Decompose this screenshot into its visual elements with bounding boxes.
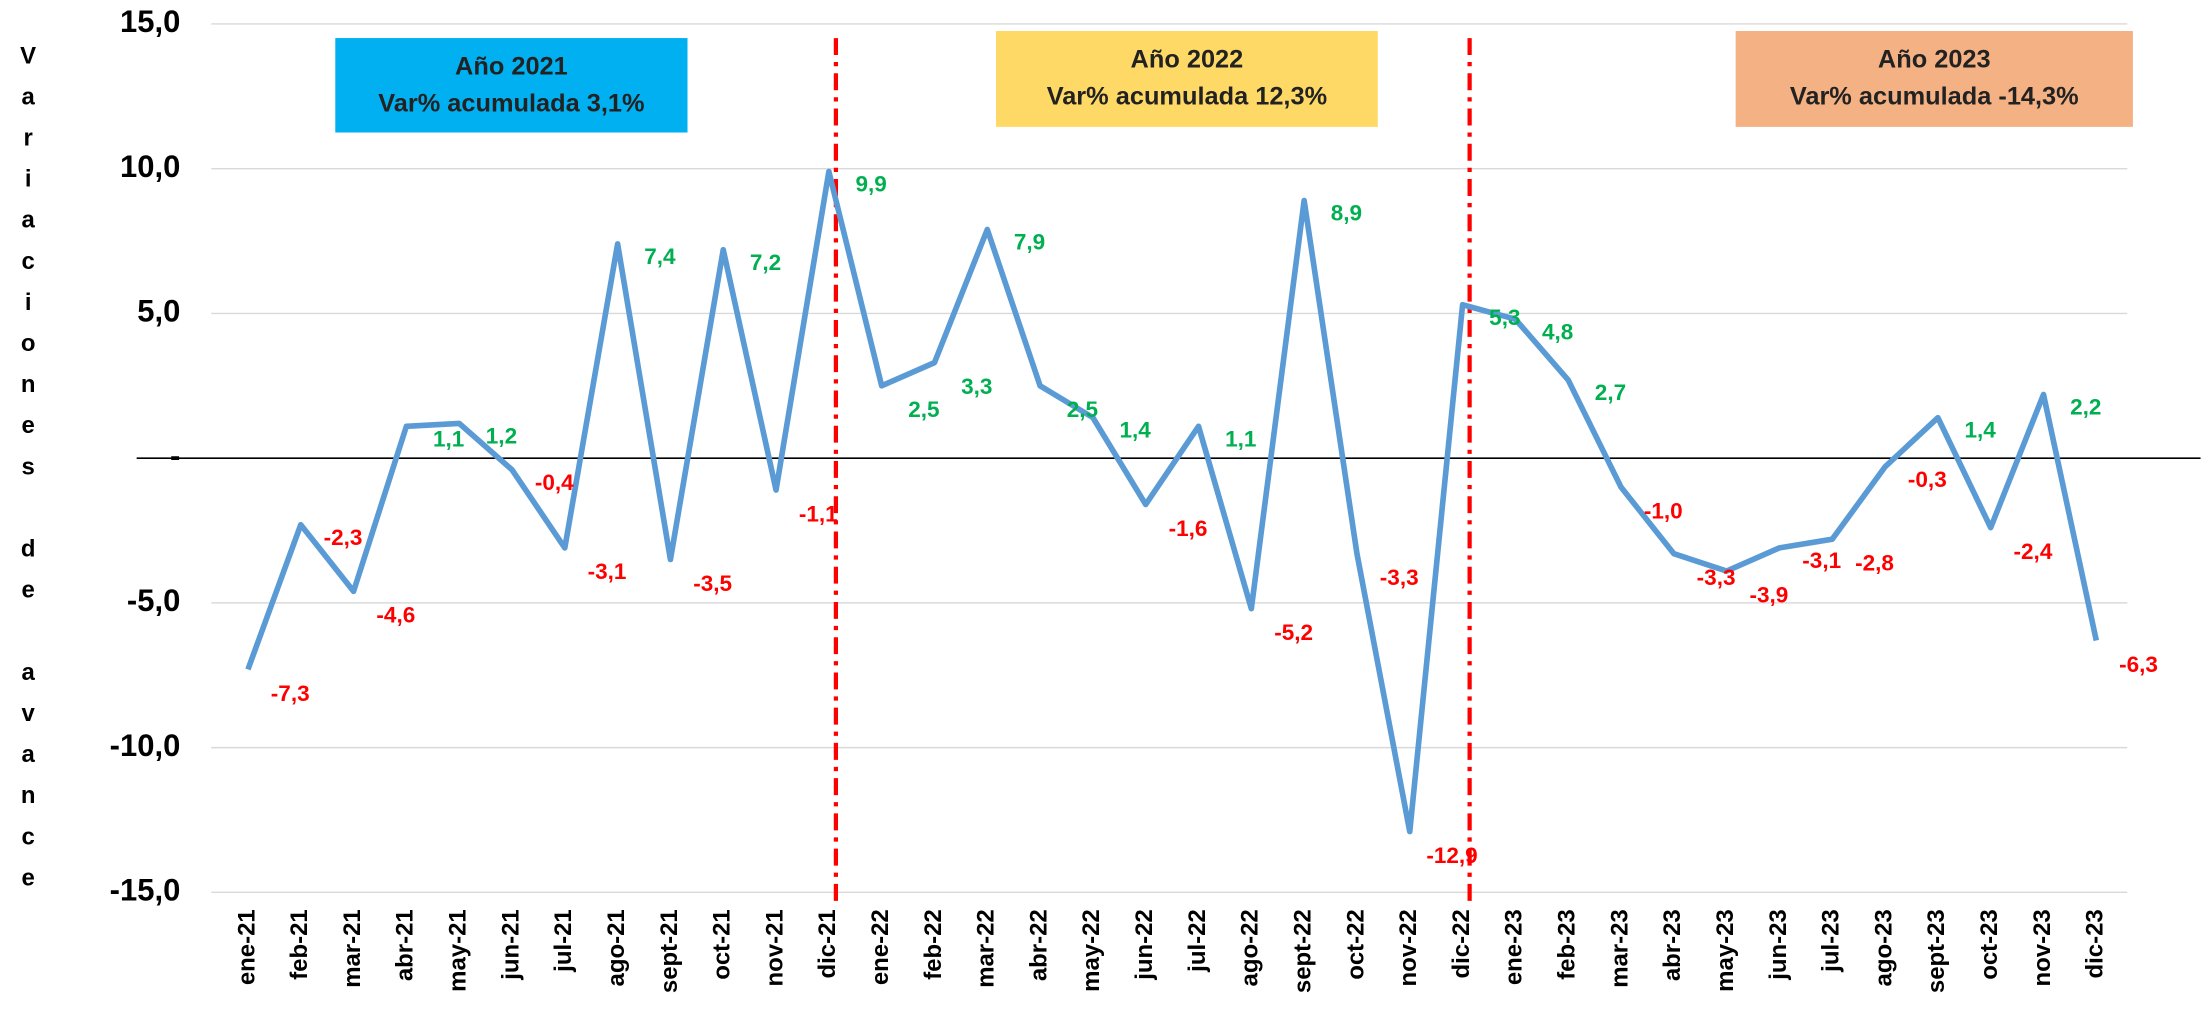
- data-label: 7,9: [1014, 230, 1045, 255]
- data-label: -3,9: [1749, 582, 1788, 607]
- data-label: -3,3: [1380, 565, 1419, 590]
- data-label: -1,1: [799, 501, 838, 526]
- y-tick-label: -10,0: [110, 728, 181, 763]
- data-label: 1,2: [486, 423, 517, 448]
- data-label: 7,4: [644, 244, 676, 269]
- x-tick-label: jul-21: [550, 909, 577, 973]
- x-tick-label: sept-21: [656, 909, 683, 993]
- x-tick-label: jun-21: [497, 909, 524, 981]
- x-tick-label: jul-23: [1818, 909, 1845, 973]
- data-label: 1,4: [1120, 418, 1152, 443]
- x-tick-label: ene-21: [233, 909, 260, 985]
- x-tick-label: feb-21: [286, 909, 313, 980]
- data-label: 2,5: [908, 397, 939, 422]
- x-tick-label: jul-22: [1184, 909, 1211, 973]
- x-tick-label: may-21: [445, 909, 472, 992]
- annotation-text: Var% acumulada 12,3%: [1047, 82, 1327, 110]
- data-label: 2,5: [1067, 397, 1098, 422]
- x-tick-label: oct-22: [1342, 909, 1369, 980]
- annotation-text: Var% acumulada -14,3%: [1790, 82, 2079, 110]
- x-tick-label: jun-23: [1765, 909, 1792, 981]
- data-label: 5,3: [1489, 305, 1520, 330]
- x-tick-label: nov-23: [2029, 909, 2056, 986]
- data-label: 2,2: [2070, 395, 2101, 420]
- x-tick-label: ago-22: [1237, 909, 1264, 986]
- x-tick-label: dic-22: [1448, 909, 1475, 978]
- x-tick-label: sept-22: [1289, 909, 1316, 993]
- x-tick-label: may-22: [1078, 909, 1105, 992]
- y-tick-label: -15,0: [110, 873, 181, 908]
- annotation-box: [1735, 31, 2133, 127]
- data-label: -5,2: [1274, 620, 1313, 645]
- data-label: -2,8: [1855, 551, 1894, 576]
- data-label: 7,2: [750, 250, 781, 275]
- y-tick-label: 15,0: [120, 4, 180, 39]
- data-label: 3,3: [961, 374, 992, 399]
- y-tick-label: 10,0: [120, 149, 180, 184]
- x-tick-label: ene-22: [867, 909, 894, 985]
- x-tick-label: dic-21: [814, 909, 841, 978]
- data-label: -1,6: [1169, 516, 1208, 541]
- data-label: -3,3: [1697, 565, 1736, 590]
- x-tick-label: ene-23: [1501, 909, 1528, 985]
- data-label: -12,9: [1426, 843, 1477, 868]
- data-label: 1,1: [1225, 426, 1256, 451]
- x-tick-label: mar-23: [1606, 909, 1633, 988]
- data-label: -7,3: [271, 681, 310, 706]
- data-label: 1,1: [433, 426, 464, 451]
- x-tick-label: jun-22: [1131, 909, 1158, 981]
- data-label: -3,1: [1802, 548, 1841, 573]
- x-tick-label: nov-21: [761, 909, 788, 986]
- data-line: [245, 168, 2100, 835]
- annotation-text: Var% acumulada 3,1%: [378, 89, 644, 117]
- data-label: -2,3: [324, 525, 363, 550]
- annotation-box: [335, 38, 688, 133]
- data-label: 2,7: [1595, 380, 1626, 405]
- x-tick-label: feb-23: [1554, 909, 1581, 980]
- data-label: 4,8: [1542, 319, 1573, 344]
- data-label: -2,4: [2014, 539, 2053, 564]
- data-label: 9,9: [855, 172, 886, 197]
- data-label: -0,3: [1908, 467, 1947, 492]
- annotation-title: Año 2021: [455, 53, 568, 81]
- x-tick-label: abr-22: [1025, 909, 1052, 981]
- annotation-title: Año 2022: [1131, 46, 1244, 74]
- data-label: 8,9: [1331, 201, 1362, 226]
- x-tick-label: nov-22: [1395, 909, 1422, 986]
- x-tick-label: feb-22: [920, 909, 947, 980]
- annotation-title: Año 2023: [1878, 46, 1991, 74]
- x-tick-label: oct-23: [1976, 909, 2003, 980]
- y-axis-label: Variaciones de avance: [15, 42, 42, 905]
- x-tick-label: abr-23: [1659, 909, 1686, 981]
- x-tick-label: oct-21: [709, 909, 736, 980]
- x-tick-label: abr-21: [392, 909, 419, 981]
- x-tick-label: mar-21: [339, 909, 366, 988]
- x-tick-label: mar-22: [973, 909, 1000, 988]
- data-label: -6,3: [2119, 652, 2158, 677]
- y-tick-label: -5,0: [127, 583, 180, 618]
- x-tick-label: sept-23: [1923, 909, 1950, 993]
- annotation-box: [996, 31, 1378, 127]
- x-tick-label: dic-23: [2082, 909, 2109, 978]
- data-label: 1,4: [1964, 418, 1996, 443]
- data-label: -4,6: [376, 603, 415, 628]
- x-tick-label: ago-21: [603, 909, 630, 986]
- y-tick-label: -: [170, 438, 180, 473]
- data-label: -0,4: [535, 470, 574, 495]
- x-tick-label: may-23: [1712, 909, 1739, 992]
- y-tick-label: 5,0: [137, 294, 180, 329]
- x-tick-label: ago-23: [1870, 909, 1897, 986]
- data-label: -3,5: [693, 571, 732, 596]
- data-label: -1,0: [1644, 498, 1683, 523]
- data-label: -3,1: [588, 559, 627, 584]
